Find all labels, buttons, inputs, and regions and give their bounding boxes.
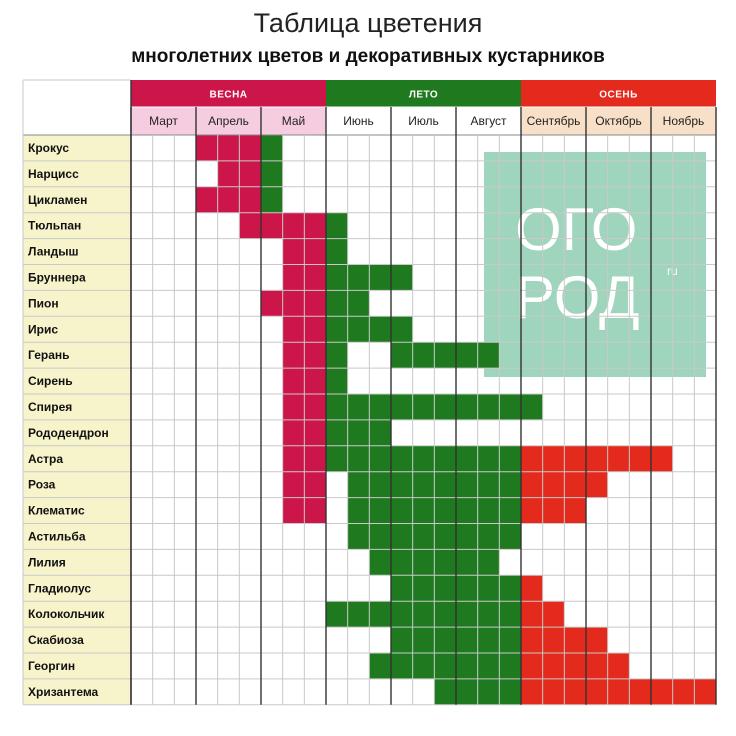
plant-label: Роза — [28, 478, 56, 492]
bloom-bar — [196, 186, 261, 213]
plant-label: Тюльпан — [28, 219, 81, 233]
bloom-bar — [326, 445, 521, 472]
month-header-bg — [521, 107, 586, 135]
bloom-bar — [369, 653, 521, 679]
page-subtitle: многолетних цветов и декоративных кустар… — [131, 46, 605, 67]
bloom-bar — [261, 135, 283, 161]
bloom-bar — [326, 342, 348, 369]
month-header-bg — [651, 107, 716, 135]
bloom-bar — [391, 342, 500, 369]
page-title: Таблица цветения — [253, 8, 483, 38]
plant-label: Скабиоза — [28, 633, 84, 647]
bloom-bar — [326, 212, 348, 239]
chart-labels: ВЕСНА ЛЕТО ОСЕНЬ Март Апрель Май Июнь Июль Авгус… — [28, 90, 704, 699]
season-header-autumn — [521, 80, 716, 107]
month-label: Март — [149, 114, 178, 128]
bloom-bar — [261, 290, 326, 317]
month-header-bg — [131, 107, 196, 135]
bloom-bar — [261, 160, 283, 187]
plant-label: Ирис — [28, 322, 58, 336]
month-header-bg — [261, 107, 326, 135]
bloom-bar — [261, 186, 283, 213]
month-label: Август — [470, 114, 507, 128]
season-header-spring — [131, 80, 326, 107]
plant-label: Астра — [28, 452, 63, 466]
bloom-bar — [521, 445, 673, 472]
plant-label: Астильба — [28, 529, 86, 543]
plant-label: Клематис — [28, 504, 85, 518]
season-label-summer: ЛЕТО — [409, 90, 438, 101]
plant-label: Колокольчик — [28, 607, 105, 621]
season-header-summer — [326, 80, 521, 107]
month-header-bg — [391, 107, 456, 135]
bloom-bar — [521, 575, 543, 602]
bloom-bar — [521, 497, 586, 524]
month-label: Май — [282, 114, 306, 128]
month-header-bg — [586, 107, 651, 135]
plant-label: Нарцисс — [28, 167, 79, 181]
month-label: Сентябрь — [527, 114, 581, 128]
month-label: Октябрь — [595, 114, 642, 128]
month-header-bg — [326, 107, 391, 135]
month-label: Июль — [408, 114, 439, 128]
watermark-text-line1: ОГО — [515, 196, 637, 263]
plant-label: Бруннера — [28, 270, 86, 284]
plant-label: Цикламен — [28, 193, 87, 207]
month-header-bg — [196, 107, 261, 135]
plant-label: Сирень — [28, 374, 73, 388]
month-label: Апрель — [208, 114, 249, 128]
plant-label: Лилия — [28, 555, 66, 569]
plant-label: Спирея — [28, 400, 72, 414]
month-label: Ноябрь — [663, 114, 705, 128]
plant-label: Крокус — [28, 141, 69, 155]
month-header-bg — [456, 107, 521, 135]
plant-label: Герань — [28, 348, 70, 362]
bloom-bar — [521, 653, 630, 679]
plant-label: Гладиолус — [28, 581, 91, 595]
plant-label: Георгин — [28, 659, 75, 673]
season-label-spring: ВЕСНА — [209, 90, 247, 101]
plant-label: Пион — [28, 296, 59, 310]
plant-label: Ландыш — [28, 245, 79, 259]
bloom-bar — [326, 601, 521, 628]
season-label-autumn: ОСЕНЬ — [599, 90, 638, 101]
chart-grid — [22, 79, 717, 706]
watermark-text-line2: РОД — [515, 264, 640, 331]
bloom-bar — [521, 678, 716, 705]
bloom-bar — [326, 419, 391, 446]
bloom-bar — [326, 238, 348, 265]
plant-label: Рододендрон — [28, 426, 109, 440]
month-label: Июнь — [343, 114, 374, 128]
plant-label: Хризантема — [28, 685, 99, 699]
bloom-bar — [326, 368, 348, 394]
